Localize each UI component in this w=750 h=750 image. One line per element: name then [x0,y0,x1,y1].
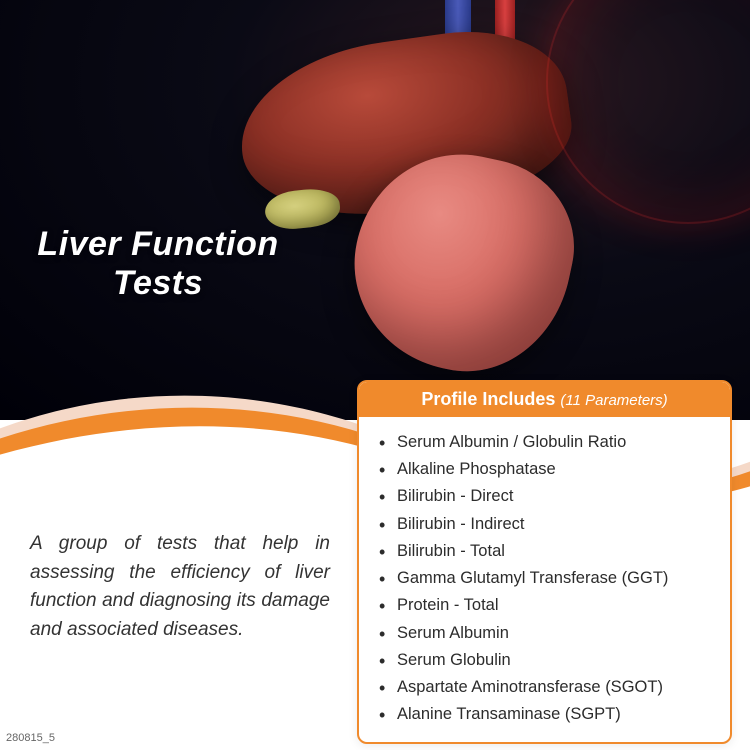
list-item: Alanine Transaminase (SGPT) [377,701,712,728]
profile-panel: Profile Includes (11 Parameters) Serum A… [357,380,732,744]
title-line-2: Tests [28,264,288,303]
list-item: Serum Albumin [377,620,712,647]
profile-header-count: (11 Parameters) [560,392,667,409]
footer-code: 280815_5 [6,732,55,744]
list-item: Bilirubin - Direct [377,483,712,510]
list-item: Gamma Glutamyl Transferase (GGT) [377,565,712,592]
profile-list: Serum Albumin / Globulin Ratio Alkaline … [377,429,712,728]
list-item: Bilirubin - Indirect [377,511,712,538]
list-item: Protein - Total [377,592,712,619]
list-item: Serum Albumin / Globulin Ratio [377,429,712,456]
hero-illustration: Liver Function Tests [0,0,750,420]
list-item: Alkaline Phosphatase [377,456,712,483]
description-text: A group of tests that help in assessing … [30,530,330,644]
page-title: Liver Function Tests [28,225,288,303]
profile-header-label: Profile Includes [421,389,555,409]
profile-panel-body: Serum Albumin / Globulin Ratio Alkaline … [359,417,730,742]
title-line-1: Liver Function [28,225,288,264]
list-item: Serum Globulin [377,647,712,674]
profile-panel-header: Profile Includes (11 Parameters) [359,382,730,417]
list-item: Bilirubin - Total [377,538,712,565]
list-item: Aspartate Aminotransferase (SGOT) [377,674,712,701]
